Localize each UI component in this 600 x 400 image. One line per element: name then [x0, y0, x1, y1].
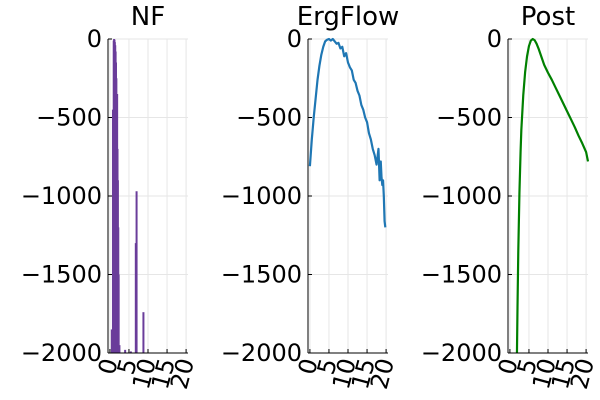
y-tick-label-post-0: 0 [487, 25, 502, 53]
x-tick-label-post-1: 5 [512, 355, 543, 377]
series-line-ergflow-0 [308, 37, 387, 228]
y-tick-label-nf-1: −500 [36, 104, 102, 132]
y-tick-label-post-3: −1500 [421, 261, 502, 289]
y-tick-label-post-2: −1000 [421, 182, 502, 210]
series-line-post-0 [515, 37, 590, 354]
y-tick-label-nf-4: −2000 [21, 339, 102, 367]
panel-title-nf: NF [131, 2, 165, 32]
panel-title-ergflow: ErgFlow [297, 2, 400, 32]
x-tick-label-nf-1: 5 [112, 355, 143, 377]
y-tick-label-post-1: −500 [436, 104, 502, 132]
y-tick-label-nf-0: 0 [87, 25, 102, 53]
y-tick-label-ergflow-1: −500 [236, 104, 302, 132]
x-tick-label-ergflow-0: 0 [293, 355, 324, 377]
y-tick-label-ergflow-4: −2000 [221, 339, 302, 367]
y-tick-label-nf-2: −1000 [21, 182, 102, 210]
x-tick-label-post-0: 0 [493, 355, 524, 377]
y-tick-label-ergflow-0: 0 [287, 25, 302, 53]
y-tick-label-post-4: −2000 [421, 339, 502, 367]
y-tick-label-ergflow-2: −1000 [221, 182, 302, 210]
x-tick-label-nf-0: 0 [93, 355, 124, 377]
y-tick-label-ergflow-3: −1500 [221, 261, 302, 289]
x-tick-label-ergflow-1: 5 [312, 355, 343, 377]
y-tick-label-nf-3: −1500 [21, 261, 102, 289]
panel-title-post: Post [521, 2, 575, 32]
